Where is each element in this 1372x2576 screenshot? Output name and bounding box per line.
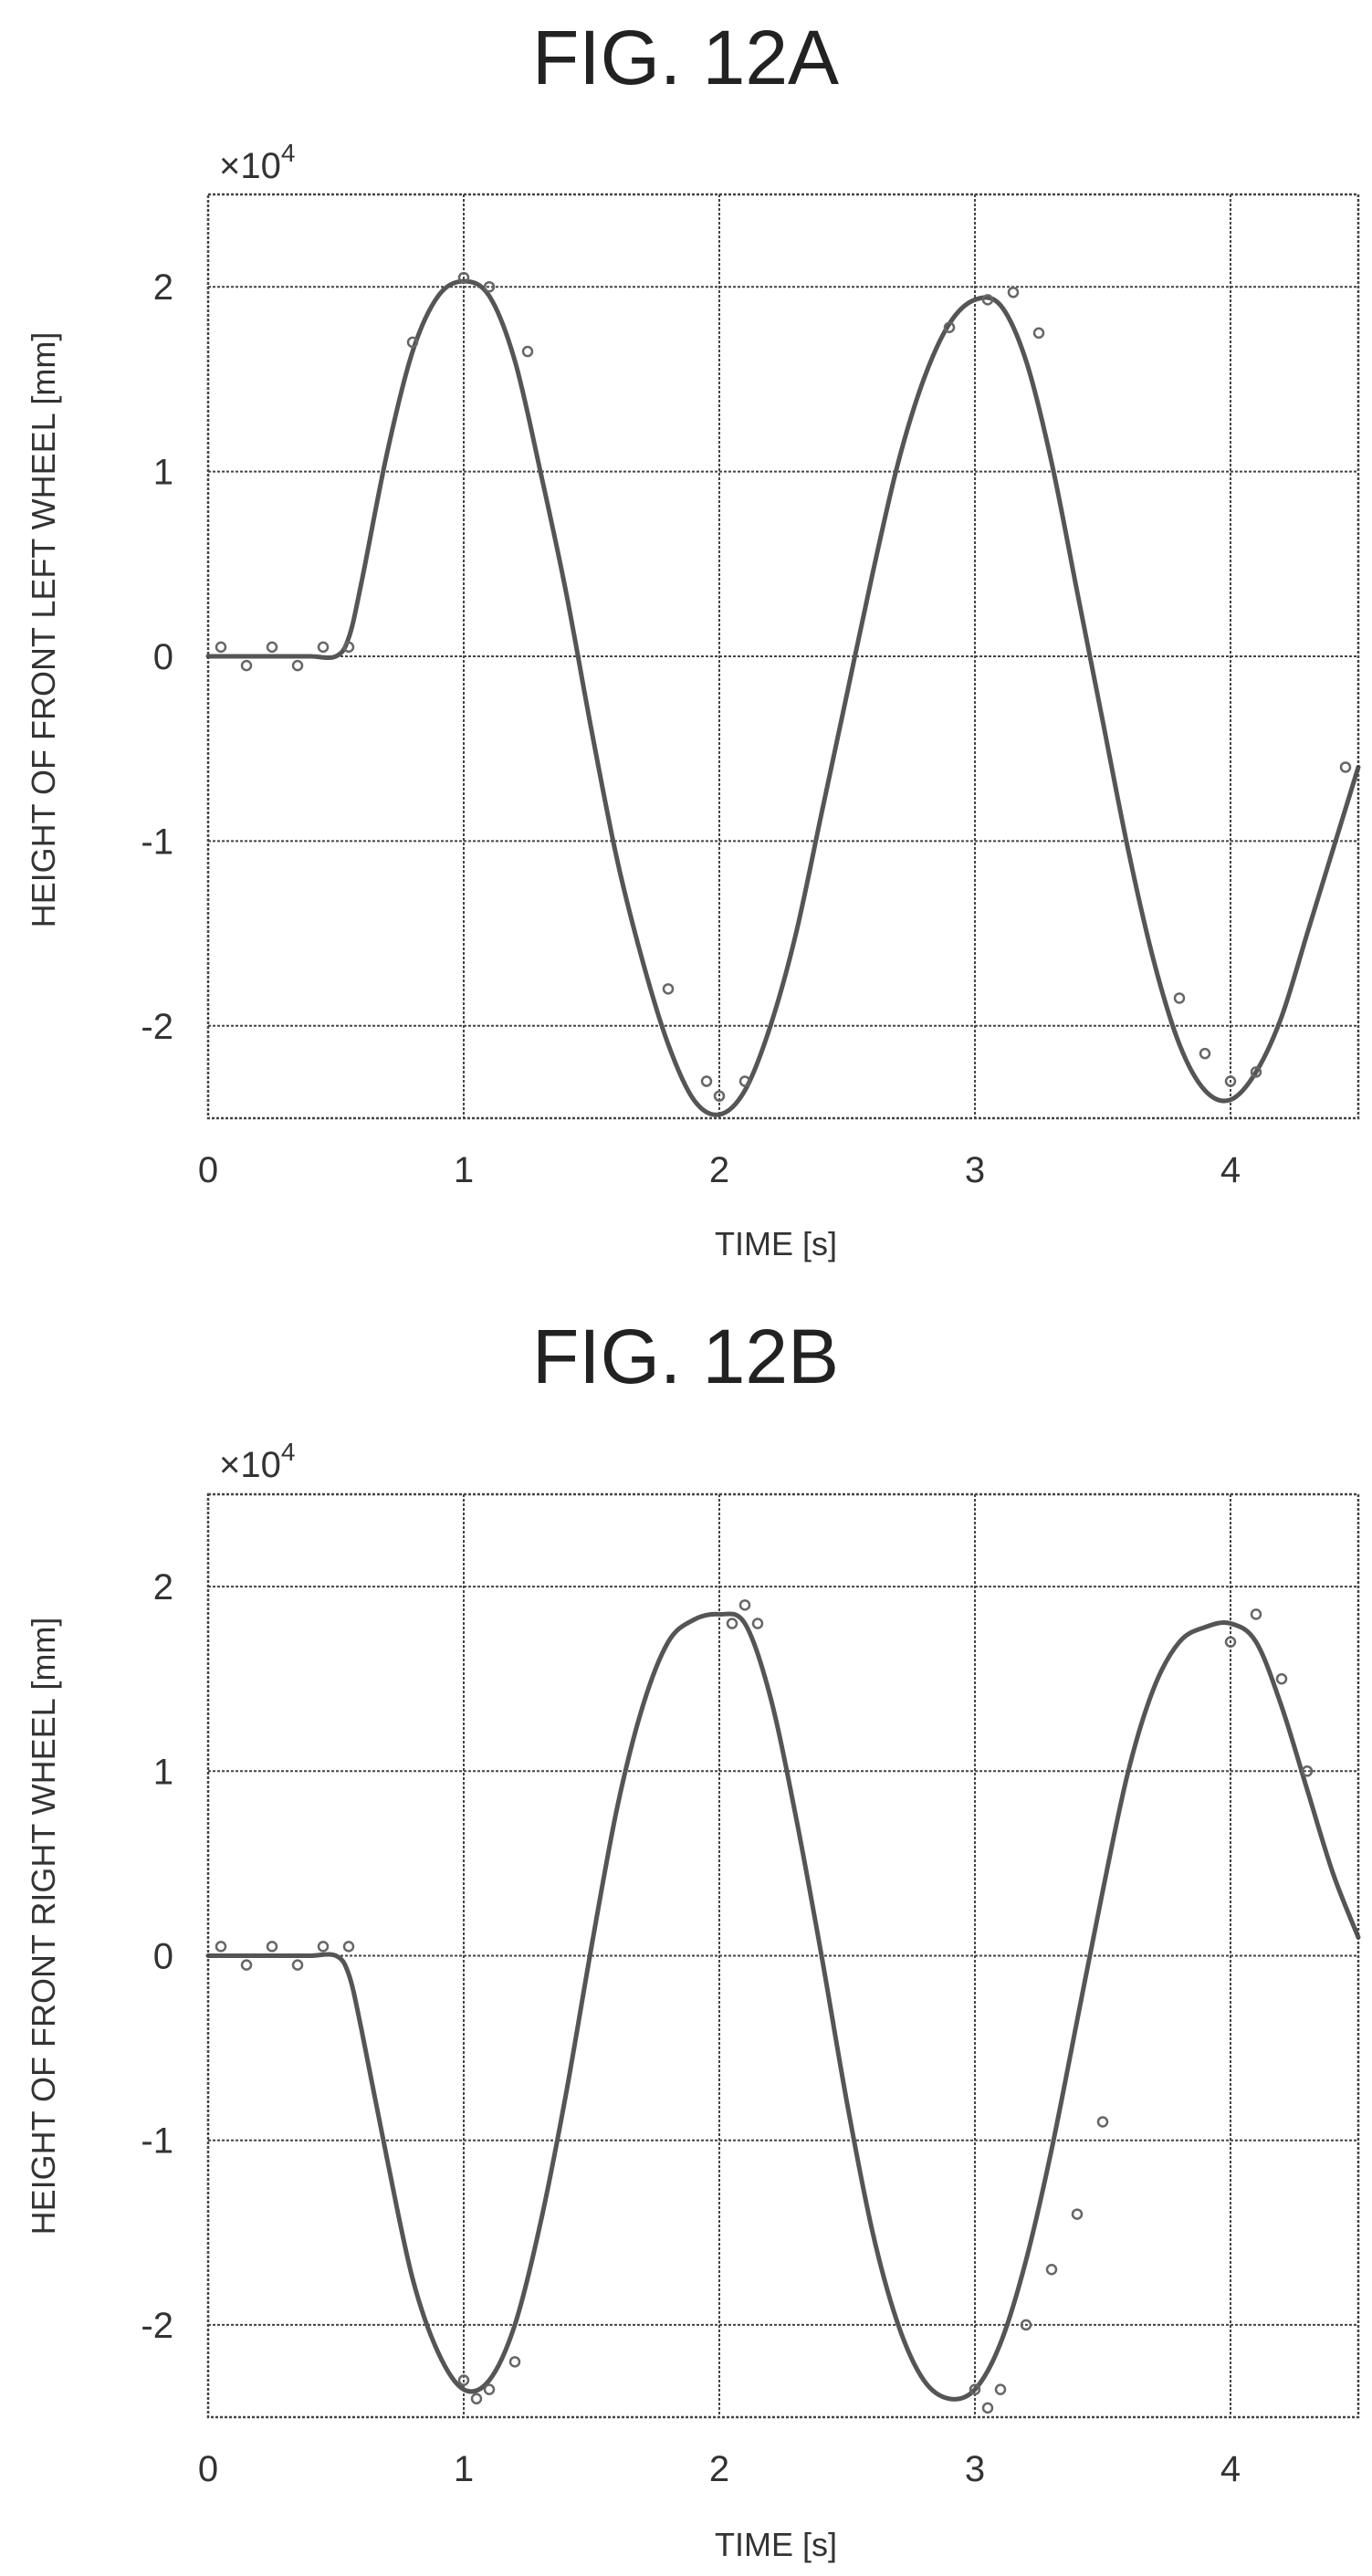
data-point	[700, 1075, 713, 1087]
y-multiplier: ×104	[219, 139, 295, 186]
y-tick-label: 0	[153, 637, 173, 677]
data-point	[738, 1599, 751, 1611]
data-point	[215, 1941, 227, 1953]
data-point	[1045, 2263, 1058, 2276]
chart-title: FIG. 12A	[532, 15, 839, 100]
data-point	[1224, 1636, 1237, 1649]
data-point	[1301, 1765, 1314, 1777]
x-tick-label: 4	[1220, 2449, 1241, 2489]
data-point	[981, 2402, 994, 2414]
data-point	[521, 345, 534, 358]
x-tick-label: 3	[965, 1150, 985, 1190]
data-point	[342, 1941, 355, 1953]
data-point	[457, 2374, 470, 2386]
data-point	[266, 1941, 278, 1953]
grid	[208, 194, 1358, 1118]
data-point	[981, 294, 994, 306]
series-layer	[205, 1599, 1361, 2414]
data-point	[291, 1959, 304, 1971]
data-point	[406, 336, 419, 349]
data-point	[738, 1075, 751, 1087]
data-point	[1199, 1047, 1211, 1060]
y-tick-label: -2	[141, 1007, 173, 1047]
data-point	[1339, 761, 1352, 773]
data-point	[240, 1959, 253, 1971]
data-point	[1096, 2116, 1109, 2128]
data-point	[994, 2383, 1007, 2395]
y-multiplier: ×104	[219, 1438, 295, 1485]
y-tick-label: 1	[153, 1752, 173, 1792]
data-point	[943, 321, 956, 333]
x-tick-label: 4	[1220, 1150, 1241, 1190]
data-point	[662, 983, 675, 995]
data-point	[317, 641, 330, 654]
y-axis-label: HEIGHT OF FRONT LEFT WHEEL [mm]	[25, 332, 62, 928]
data-point	[457, 271, 470, 284]
data-point	[1250, 1066, 1262, 1078]
tick-labels: 0 1 2 3 4 2 1 0 -1 -2	[141, 267, 1241, 1190]
y-tick-label: 2	[153, 1567, 173, 1607]
chart-title: FIG. 12B	[532, 1314, 839, 1399]
data-point	[1071, 2208, 1084, 2220]
series-line	[205, 1611, 1361, 2402]
data-point	[1020, 2319, 1032, 2331]
data-point	[1007, 287, 1020, 298]
data-point	[1250, 1608, 1262, 1620]
tick-labels: 0 1 2 3 4 2 1 0 -1 -2	[141, 1567, 1241, 2489]
data-point	[266, 641, 278, 654]
data-point	[483, 280, 496, 293]
series-layer	[205, 271, 1361, 1117]
chart-panel-12a: FIG. 12A ×104 HEIGHT OF FRONT LEFT WHEEL…	[25, 15, 1361, 1262]
data-point	[1173, 992, 1186, 1004]
x-axis-label: TIME [s]	[715, 2526, 837, 2563]
y-tick-label: -2	[141, 2306, 173, 2346]
data-point	[713, 1090, 726, 1102]
data-point	[1032, 327, 1045, 340]
data-point	[342, 641, 355, 654]
data-point	[470, 2393, 483, 2405]
x-tick-label: 3	[965, 2449, 985, 2489]
data-point	[751, 1618, 764, 1629]
y-tick-label: -1	[141, 2121, 173, 2162]
x-tick-label: 1	[454, 2449, 474, 2489]
x-tick-label: 1	[454, 1150, 474, 1190]
y-tick-label: 2	[153, 267, 173, 308]
data-point	[726, 1618, 738, 1629]
series-line	[205, 278, 1361, 1117]
x-tick-label: 2	[709, 1150, 729, 1190]
data-point	[1224, 1075, 1237, 1087]
chart-panel-12b: FIG. 12B ×104 HEIGHT OF FRONT RIGHT WHEE…	[25, 1314, 1361, 2563]
x-tick-label: 2	[709, 2449, 729, 2489]
plot-frame	[206, 1492, 1360, 2419]
x-tick-label: 0	[198, 1150, 218, 1190]
data-point	[483, 2383, 496, 2395]
y-tick-label: 0	[153, 1937, 173, 1977]
data-point	[969, 2383, 981, 2395]
data-point	[1275, 1672, 1288, 1685]
y-axis-label: HEIGHT OF FRONT RIGHT WHEEL [mm]	[25, 1618, 62, 2236]
data-point	[215, 641, 227, 654]
y-tick-label: -1	[141, 822, 173, 862]
grid	[208, 1494, 1358, 2417]
data-point	[291, 659, 304, 672]
x-tick-label: 0	[198, 2449, 218, 2489]
data-point	[508, 2356, 521, 2368]
y-tick-label: 1	[153, 453, 173, 493]
data-point	[240, 659, 253, 672]
data-point	[317, 1941, 330, 1953]
x-axis-label: TIME [s]	[715, 1225, 837, 1262]
plot-frame	[206, 193, 1360, 1120]
